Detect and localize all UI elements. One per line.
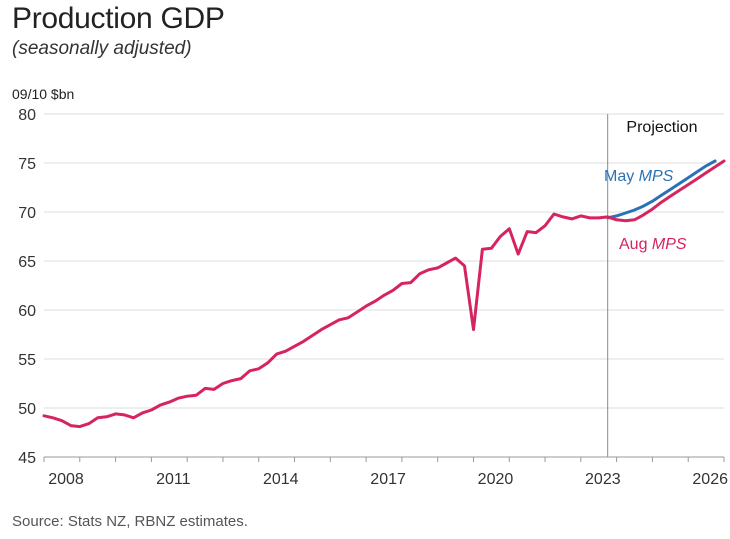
x-tick-label: 2008	[48, 471, 84, 488]
series-line-aug-mps	[42, 159, 726, 429]
chart-title: Production GDP	[12, 2, 225, 35]
y-axis-ticks: 45 50 55 60 65 70 75 80	[18, 107, 36, 467]
x-tick-label: 2020	[478, 471, 514, 488]
projection-label: Projection	[626, 119, 697, 136]
x-tick-label: 2026	[692, 471, 728, 488]
x-axis: 2008 2011 2014 2017 2020 2023 2026	[43, 456, 728, 488]
y-axis-unit-label: 09/10 $bn	[12, 86, 74, 102]
y-tick-label: 45	[18, 450, 36, 467]
x-tick-label: 2017	[370, 471, 406, 488]
gridlines	[44, 113, 724, 409]
y-tick-label: 80	[18, 107, 36, 124]
x-tick-label: 2011	[156, 471, 191, 488]
chart-subtitle: (seasonally adjusted)	[12, 38, 192, 59]
y-tick-label: 75	[18, 156, 36, 173]
y-tick-label: 70	[18, 205, 36, 222]
may-mps-label-prefix: May	[604, 168, 639, 185]
y-tick-label: 50	[18, 401, 36, 418]
y-tick-label: 65	[18, 254, 36, 271]
aug-mps-label: Aug MPS	[619, 236, 687, 253]
y-tick-label: 55	[18, 352, 36, 369]
source-note: Source: Stats NZ, RBNZ estimates.	[12, 513, 248, 530]
series-lines	[42, 159, 726, 429]
may-mps-label-italic: MPS	[639, 168, 674, 185]
may-mps-label: May MPS	[604, 168, 674, 185]
x-tick-label: 2014	[263, 471, 299, 488]
y-tick-label: 60	[18, 303, 36, 320]
aug-mps-label-italic: MPS	[652, 236, 687, 253]
series-line-may-mps	[606, 159, 717, 220]
aug-mps-label-prefix: Aug	[619, 236, 652, 253]
x-tick-label: 2023	[585, 471, 621, 488]
